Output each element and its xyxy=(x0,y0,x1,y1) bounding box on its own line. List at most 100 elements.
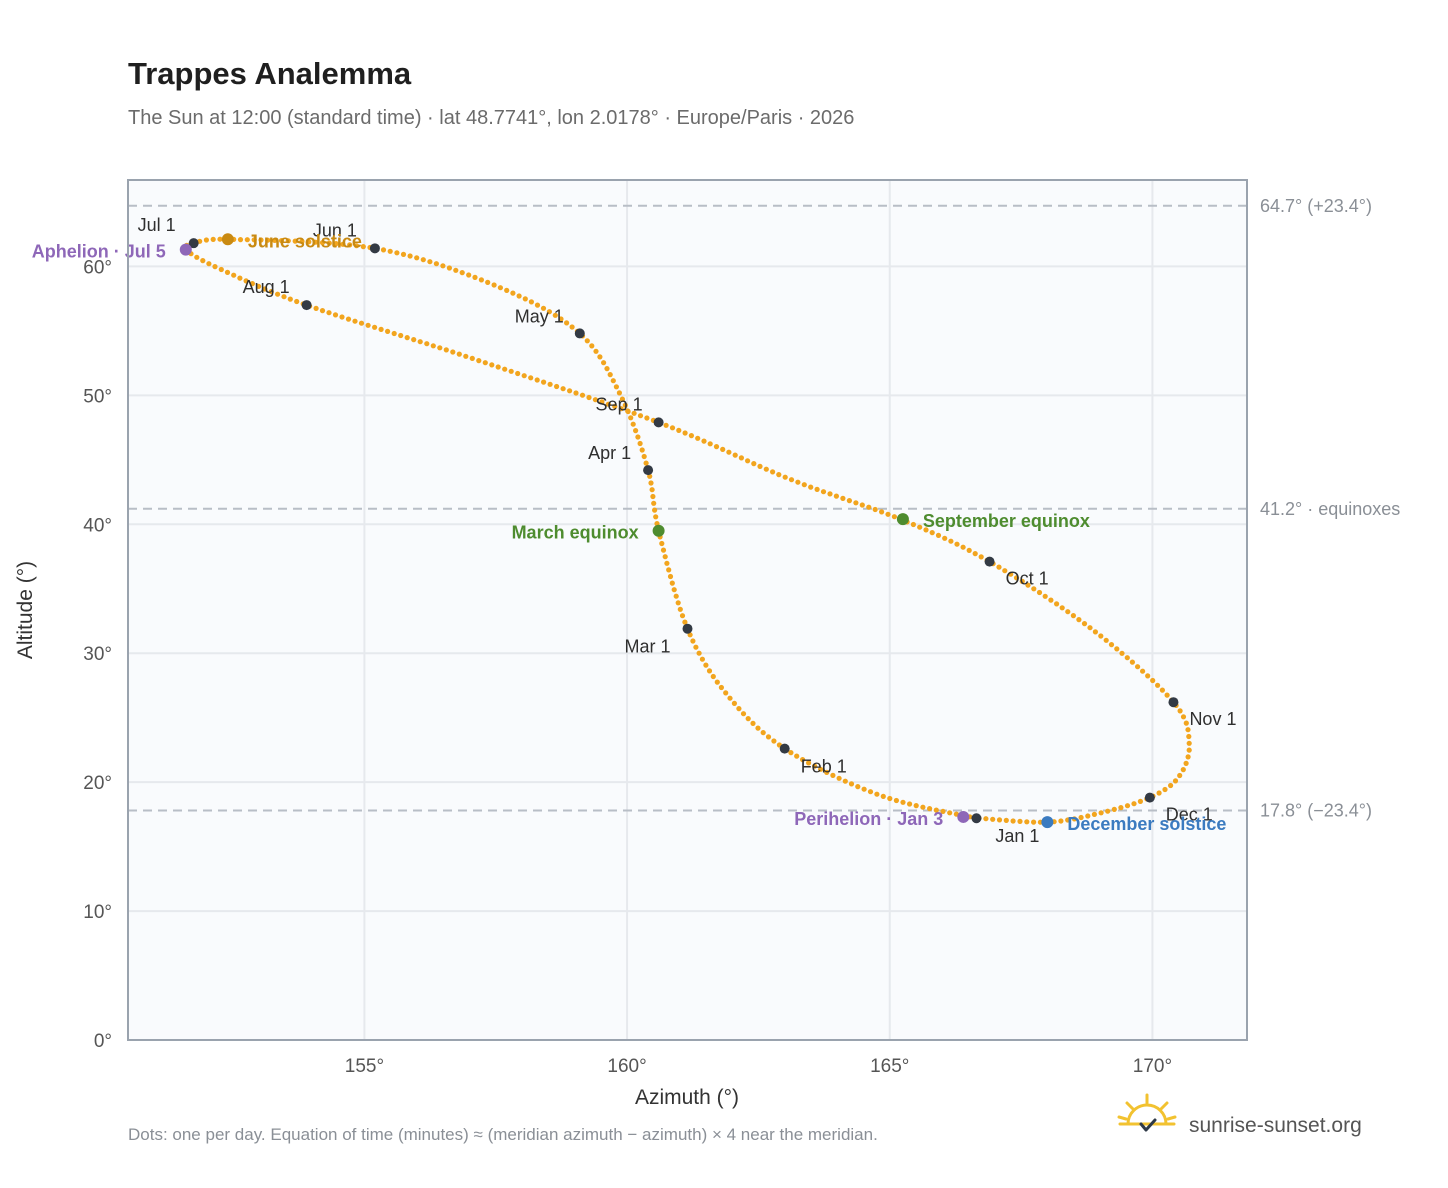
daily-dot xyxy=(1156,790,1162,796)
daily-dot xyxy=(1042,593,1048,599)
daily-dot xyxy=(326,310,332,316)
daily-dot xyxy=(820,489,827,495)
daily-dot xyxy=(1183,720,1189,726)
month-marker-dot xyxy=(301,300,312,311)
daily-dot xyxy=(1048,597,1054,603)
daily-dot xyxy=(1177,772,1183,779)
daily-dot xyxy=(653,514,659,520)
daily-dot xyxy=(714,679,720,685)
daily-dot xyxy=(770,469,776,475)
daily-dot xyxy=(806,760,812,766)
daily-dot xyxy=(853,500,859,506)
daily-dot xyxy=(933,807,939,813)
daily-dot xyxy=(203,237,209,243)
daily-dot xyxy=(1145,673,1151,679)
daily-dot xyxy=(701,438,707,444)
daily-dot xyxy=(313,239,319,245)
event-marker-dot xyxy=(1041,816,1054,829)
daily-dot xyxy=(358,320,365,326)
daily-dot xyxy=(782,474,788,480)
daily-dot xyxy=(836,775,842,781)
daily-dot xyxy=(639,447,645,453)
daily-dot xyxy=(352,318,358,324)
daily-dot xyxy=(643,460,649,466)
daily-dot xyxy=(641,453,647,460)
x-axis-ticks: 155° 160° 165° 170° xyxy=(345,1056,1172,1077)
daily-dot xyxy=(846,498,853,504)
daily-dot xyxy=(485,279,491,285)
y-tick-label: 50° xyxy=(83,386,112,407)
daily-dot xyxy=(411,337,417,343)
daily-dot xyxy=(935,532,942,539)
event-marker-label: Aphelion · Jul 5 xyxy=(32,242,166,262)
daily-dot xyxy=(910,521,917,528)
daily-dot xyxy=(378,326,384,332)
daily-dot xyxy=(788,477,795,483)
daily-dot xyxy=(456,351,462,357)
daily-dot xyxy=(1010,818,1016,824)
daily-dot xyxy=(703,662,709,668)
daily-dot xyxy=(818,766,824,772)
daily-dot xyxy=(326,240,332,246)
daily-dot xyxy=(740,711,747,717)
daily-dot xyxy=(546,309,553,315)
daily-dot xyxy=(954,541,960,547)
reference-line-label: 41.2° · equinoxes xyxy=(1260,499,1400,519)
daily-dot xyxy=(497,285,503,291)
daily-dot xyxy=(947,810,953,816)
daily-dot xyxy=(699,656,706,662)
daily-dot xyxy=(272,237,278,243)
daily-dot xyxy=(593,348,599,354)
daily-dot xyxy=(584,338,590,344)
reference-line-label: 64.7° (+23.4°) xyxy=(1260,196,1372,216)
plot-area xyxy=(128,180,1247,1040)
daily-dot xyxy=(385,328,391,334)
daily-dot xyxy=(900,799,906,805)
daily-dot xyxy=(1180,714,1187,720)
daily-dot xyxy=(1131,801,1137,807)
event-marker-dot xyxy=(957,810,970,823)
daily-dot xyxy=(437,345,443,351)
daily-dot xyxy=(757,463,763,469)
month-marker-label: Jun 1 xyxy=(313,220,357,240)
daily-dot xyxy=(648,480,654,486)
daily-dot xyxy=(1098,633,1104,639)
daily-dot xyxy=(664,560,670,566)
daily-dot xyxy=(515,370,521,377)
daily-dot xyxy=(573,390,579,396)
daily-dot xyxy=(679,613,686,619)
x-tick-label: 165° xyxy=(870,1056,909,1077)
daily-dot xyxy=(251,237,257,243)
month-marker-dot xyxy=(682,623,693,634)
x-tick-label: 155° xyxy=(345,1056,384,1077)
daily-dot xyxy=(1092,629,1098,635)
daily-dot xyxy=(510,290,516,296)
daily-dot xyxy=(540,305,547,311)
daily-dot xyxy=(923,527,929,533)
daily-dot xyxy=(801,482,807,488)
daily-dot xyxy=(516,293,522,299)
month-marker-label: Jul 1 xyxy=(138,215,176,235)
daily-dot xyxy=(675,600,681,606)
daily-dot xyxy=(867,789,874,795)
daily-dot xyxy=(1087,625,1093,631)
daily-dot xyxy=(707,441,713,447)
plot-frame xyxy=(127,179,1248,1041)
event-marker-dot xyxy=(179,243,192,256)
daily-dot xyxy=(394,250,400,256)
daily-dot xyxy=(1183,760,1189,767)
daily-dot xyxy=(861,786,867,792)
daily-dot xyxy=(625,408,631,414)
daily-dot xyxy=(880,793,886,800)
daily-dot xyxy=(990,816,996,822)
daily-dot xyxy=(732,452,738,458)
daily-dot xyxy=(765,734,772,740)
month-marker-dot xyxy=(1144,792,1155,803)
daily-dot xyxy=(1186,733,1192,740)
daily-dot xyxy=(633,428,639,434)
daily-dot xyxy=(1091,811,1097,818)
daily-dot xyxy=(1078,814,1084,821)
daily-dot xyxy=(528,299,535,305)
daily-dot xyxy=(333,241,339,247)
daily-dot xyxy=(652,507,658,513)
